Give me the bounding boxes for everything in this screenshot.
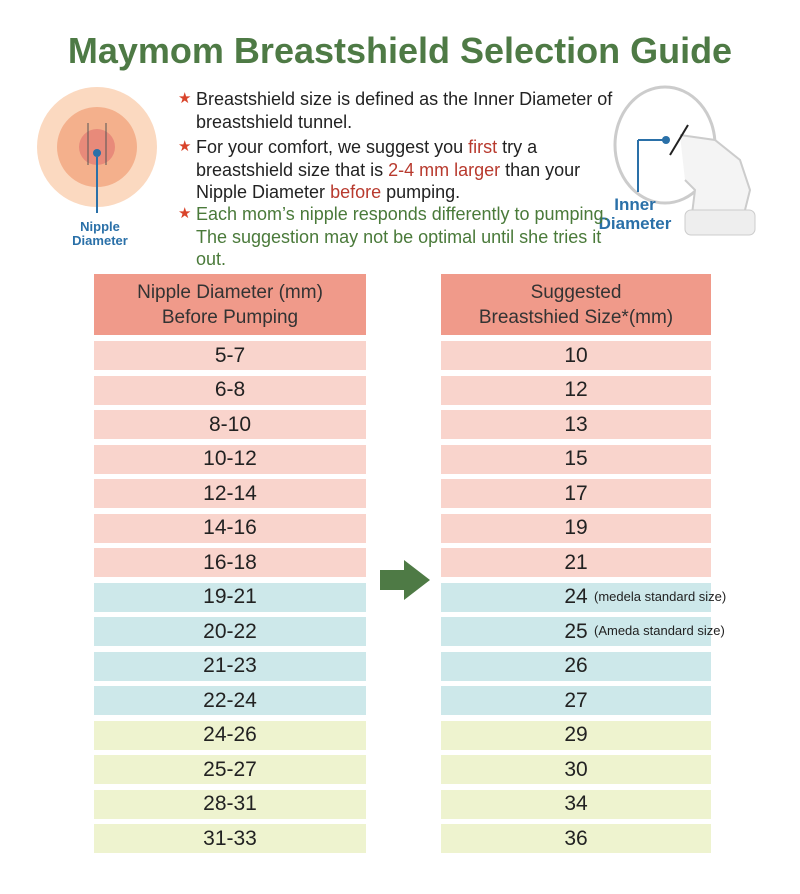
nipple-cell: 20-22 <box>94 617 366 646</box>
size-cell: 34 <box>441 789 711 819</box>
size-cell: 29 <box>441 720 711 750</box>
size-cell: 13 <box>441 410 711 439</box>
nipple-cell: 16-18 <box>94 548 366 577</box>
bullet-text: Each mom’s nipple responds differently t… <box>196 204 609 269</box>
nipple-cell: 21-23 <box>94 651 366 681</box>
size-cell: 15 <box>441 444 711 474</box>
size-cell: 25 <box>441 617 711 646</box>
nipple-illustration <box>37 87 157 213</box>
shield-label: Inner Diameter <box>585 195 685 233</box>
bullet-text: than your Nipple Diameter <box>196 159 581 203</box>
bullet-text: try a breastshield size that is <box>196 137 538 180</box>
size-cell: 10 <box>441 341 711 370</box>
star-icon: ★ <box>178 205 192 222</box>
star-icon: ★ <box>178 138 192 155</box>
header-cell: Nipple Diameter (mm) Before Pumping <box>94 274 366 335</box>
header-text: Suggested <box>530 281 622 303</box>
size-cell: 27 <box>441 686 711 715</box>
shield-illustration <box>613 85 756 236</box>
nipple-cell: 12-14 <box>94 479 366 508</box>
bullet-text: first <box>468 137 498 157</box>
size-cell: 17 <box>441 479 711 508</box>
nipple-label: Nipple Diameter <box>55 220 145 248</box>
header-text: Breastshied Size*(mm) <box>478 306 674 328</box>
size-cell: 12 <box>441 375 711 405</box>
arrow <box>380 560 430 600</box>
size-cell: 30 <box>441 755 711 784</box>
nipple-cell: 8-10 <box>94 410 366 439</box>
star-icon: ★ <box>178 90 192 107</box>
title: Maymom Breastshield Selection Guide <box>67 30 733 71</box>
size-note: (Ameda standard size) <box>594 623 725 638</box>
header-text: Before Pumping <box>161 306 299 328</box>
size-cell: 24 <box>441 582 711 612</box>
header-text: Nipple Diameter (mm) <box>137 281 323 303</box>
bullet: ★ Breastshield size is defined as the Inn… <box>178 88 636 133</box>
size-cell: 26 <box>441 651 711 681</box>
size-cell: 36 <box>441 824 711 853</box>
nipple-cell: 25-27 <box>94 755 366 784</box>
nipple-cell: 5-7 <box>94 341 366 370</box>
nipple-cell: 19-21 <box>94 582 366 612</box>
label-line: Nipple <box>80 219 120 234</box>
bullet-text: Breastshield size is defined as the Inne… <box>196 89 613 132</box>
label-line: Inner <box>614 195 656 214</box>
bullet-text: 2-4 mm larger <box>388 159 501 180</box>
bullet: ★ For your comfort, we suggest you first … <box>178 136 636 204</box>
label-line: Diameter <box>72 233 128 248</box>
bullet-text: pumping. <box>381 182 461 202</box>
label-line: Diameter <box>598 214 672 233</box>
size-cell: 19 <box>441 513 711 543</box>
nipple-cell: 6-8 <box>94 375 366 405</box>
bullet-text: before <box>330 182 382 202</box>
size-note: (medela standard size) <box>594 588 727 604</box>
bullet: ★ Each mom’s nipple responds differently … <box>178 203 636 271</box>
nipple-cell: 28-31 <box>94 789 366 819</box>
nipple-cell: 31-33 <box>94 824 366 853</box>
nipple-cell: 14-16 <box>94 513 366 543</box>
nipple-cell: 10-12 <box>94 444 366 474</box>
bullet-text: For your comfort, we suggest you <box>196 137 469 157</box>
nipple-cell: 24-26 <box>94 720 366 750</box>
size-cell: 21 <box>441 548 711 577</box>
header-cell: Suggested Breastshied Size*(mm) <box>441 274 711 335</box>
nipple-cell: 22-24 <box>94 686 366 715</box>
